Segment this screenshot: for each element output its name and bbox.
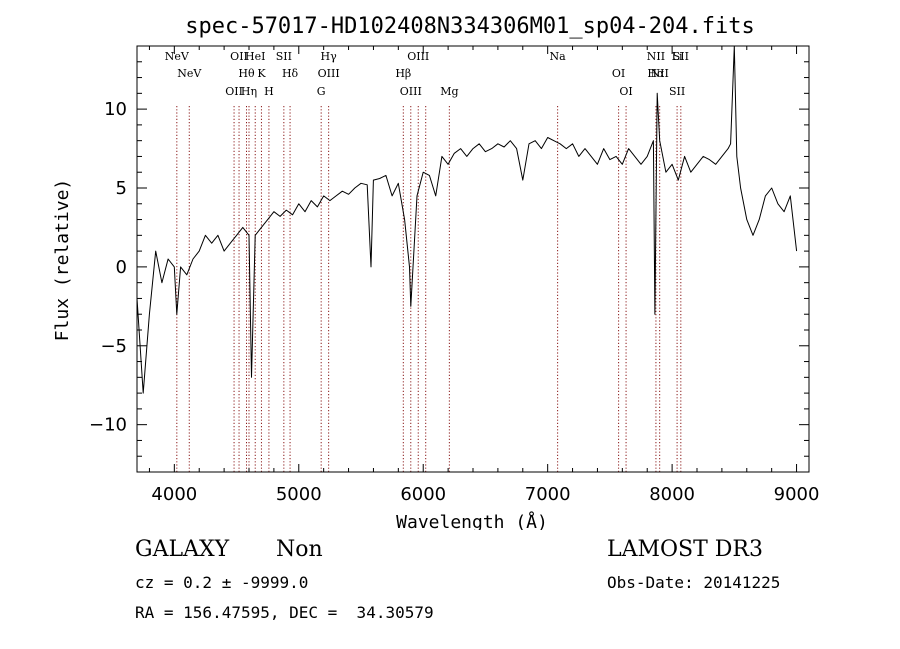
line-label: Hγ [321,50,338,63]
line-label: NeV [165,50,190,63]
x-tick-label: 7000 [525,484,571,505]
y-tick-label: 5 [116,178,127,199]
x-axis-label: Wavelength (Å) [396,511,548,530]
y-tick-label: −5 [100,336,127,357]
obs-date: Obs-Date: 20141225 [607,573,781,592]
line-label: Na [550,50,567,63]
line-label: OII [230,50,248,63]
reference-lines [176,106,682,472]
line-label: NII [651,67,669,80]
line-label: Hβ [395,67,411,80]
spectrum-chart: spec-57017-HD102408N334306M01_sp04-204.f… [52,14,820,530]
line-label: HeI [245,50,265,63]
line-label: OIII [407,50,429,63]
object-subclass: Non [276,537,323,562]
coordinates: RA = 156.47595, DEC = 34.30579 [135,603,434,622]
line-label: NII [647,50,665,63]
line-label: OI [612,67,625,80]
y-axis-label: Flux (relative) [52,179,73,342]
object-class: GALAXY [135,537,230,562]
survey-name: LAMOST DR3 [607,537,763,562]
line-label: Hα [647,67,665,80]
x-tick-label: 8000 [649,484,695,505]
redshift-value: cz = 0.2 ± -9999.0 [135,573,309,592]
x-tick-label: 6000 [400,484,446,505]
line-label: Mg [440,85,458,98]
line-labels: NeV NeV OII OII Hθ Hη HeI KH SII Hδ G Hγ OIII Hβ OIII O… [165,50,689,98]
y-axis-ticks: −10 −5 0 5 10 [89,45,809,457]
line-label: OI [619,85,632,98]
line-label: SII [276,50,292,63]
spectrum-line [136,45,798,394]
line-label: SII [669,85,685,98]
y-tick-label: 0 [116,257,127,278]
chart-title: spec-57017-HD102408N334306M01_sp04-204.f… [185,14,755,39]
line-label: Hθ [238,67,255,80]
line-label: NeV [177,67,202,80]
y-tick-label: 10 [104,99,127,120]
line-label: OIII [400,85,422,98]
x-axis-ticks: 4000 5000 6000 7000 8000 9000 [148,46,820,505]
y-tick-label: −10 [89,415,127,436]
x-tick-label: 4000 [151,484,197,505]
plot-frame [136,45,810,473]
line-label: OIII [318,67,340,80]
line-label: Li [672,50,683,63]
line-label: Hδ [282,67,299,80]
line-label: SII [673,50,689,63]
x-tick-label: 9000 [774,484,820,505]
line-label: Hη [241,85,257,98]
x-tick-label: 5000 [276,484,322,505]
line-label: G [317,85,326,98]
line-label: OII [225,85,243,98]
line-label: H [264,85,274,98]
line-label: K [257,67,266,80]
